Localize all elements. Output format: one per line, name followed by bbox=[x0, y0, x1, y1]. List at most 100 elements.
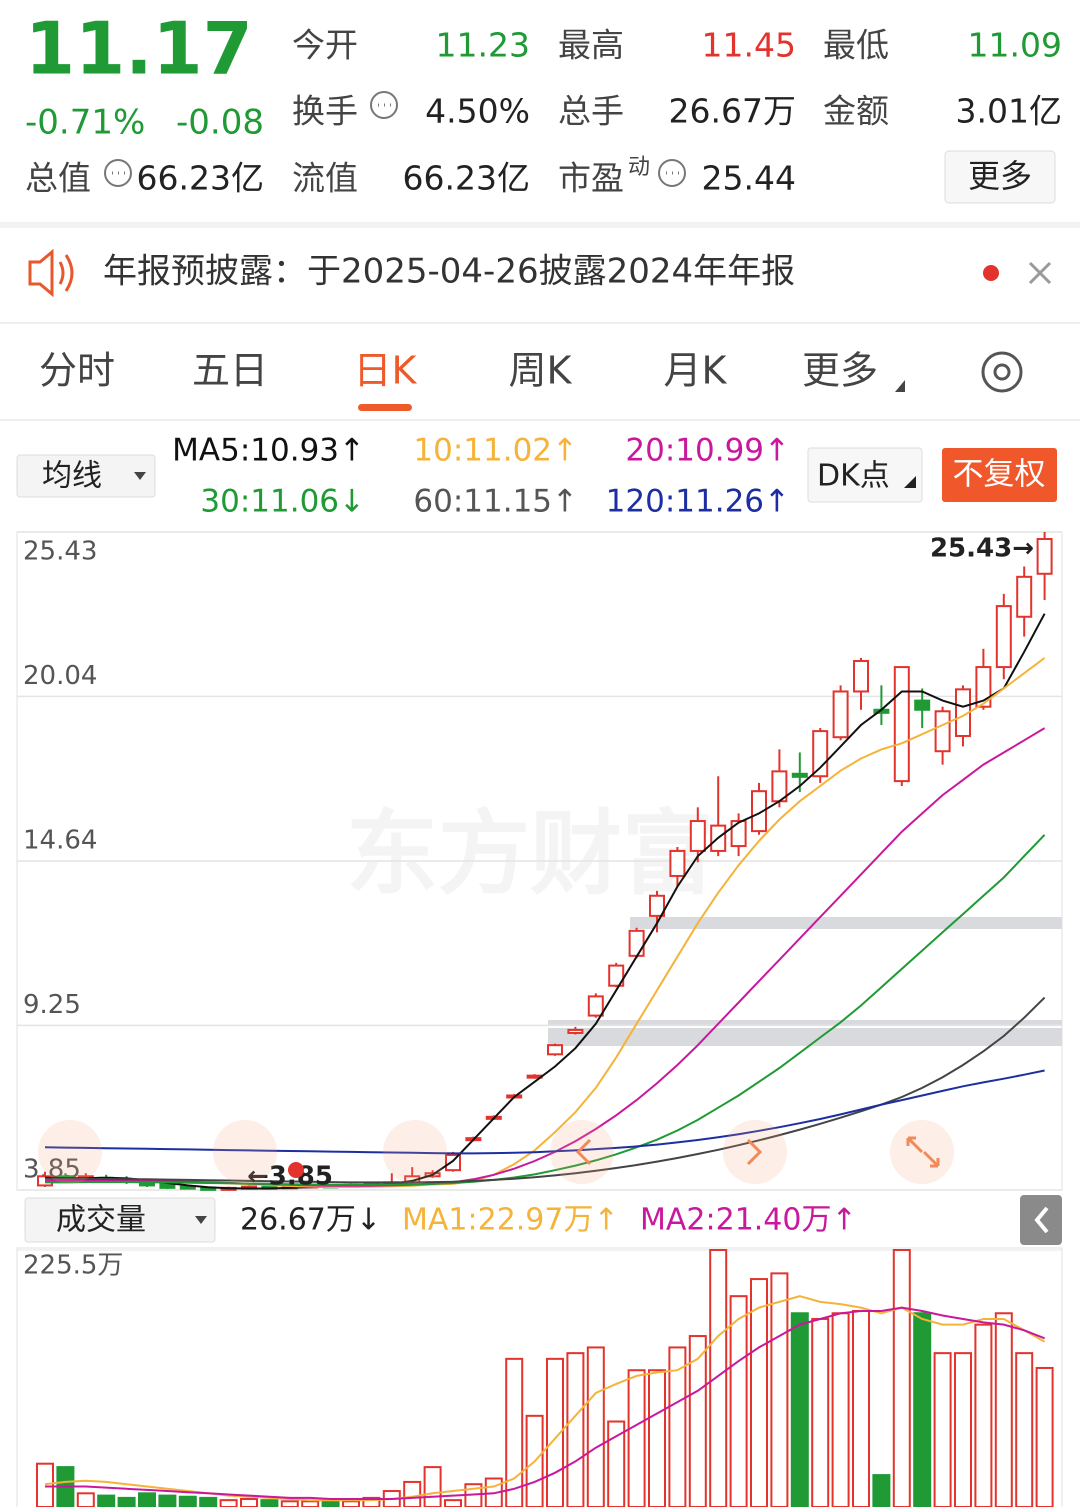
change-pct: -0.71% bbox=[25, 103, 145, 143]
volume-bar bbox=[301, 1500, 320, 1507]
candle-body bbox=[730, 820, 747, 848]
tab[interactable]: 分时 bbox=[39, 349, 115, 393]
volume-bar bbox=[342, 1500, 360, 1507]
field-value: 66.23亿 bbox=[137, 159, 264, 198]
chip-band bbox=[630, 917, 1062, 929]
volume-ma: MA2:21.40万↑ bbox=[640, 1203, 857, 1238]
tab-corner bbox=[895, 380, 905, 392]
candle-body bbox=[669, 849, 686, 877]
volume-bar bbox=[852, 1309, 870, 1507]
candle-body bbox=[649, 894, 665, 917]
tab[interactable]: 月K bbox=[664, 349, 728, 393]
notice[interactable]: 年报预披露：于2025-04-26披露2024年年报 bbox=[103, 252, 795, 292]
info-icon bbox=[104, 159, 132, 187]
ma-value: 60:11.15↑ bbox=[413, 484, 578, 520]
field-value: 3.01亿 bbox=[956, 92, 1062, 131]
field-value: 11.09 bbox=[968, 26, 1062, 65]
ma-value: 20:10.99↑ bbox=[625, 433, 790, 469]
ma-selector-label[interactable]: 均线 bbox=[42, 459, 102, 494]
volume-bar bbox=[790, 1312, 809, 1507]
more-button[interactable] bbox=[944, 150, 1056, 204]
settings-icon[interactable] bbox=[981, 351, 1023, 393]
volume-selector[interactable] bbox=[24, 1197, 216, 1243]
volume-bar bbox=[974, 1323, 993, 1507]
candle-body bbox=[1016, 575, 1033, 618]
overlay-button[interactable] bbox=[38, 1120, 102, 1184]
volume-bar bbox=[76, 1492, 95, 1507]
divider bbox=[0, 322, 1080, 324]
ma-value: 10:11.02↑ bbox=[413, 433, 578, 469]
candle-body bbox=[914, 699, 931, 711]
candle-body bbox=[995, 605, 1012, 669]
candle-body bbox=[179, 1185, 196, 1190]
tab-underline bbox=[358, 404, 412, 411]
ma-value: 30:11.06↓ bbox=[200, 484, 365, 520]
ma-selector[interactable] bbox=[16, 454, 156, 498]
volume-bar bbox=[199, 1496, 218, 1507]
dropdown-arrow bbox=[195, 1216, 207, 1224]
field-value: 26.67万 bbox=[669, 92, 796, 131]
field-label: 总手 bbox=[558, 92, 624, 131]
candle-body bbox=[934, 710, 951, 753]
collapse-icon bbox=[1034, 1206, 1049, 1234]
candle-body bbox=[791, 772, 808, 778]
volume-total: 26.67万↓ bbox=[240, 1203, 381, 1238]
volume-bar bbox=[954, 1352, 972, 1507]
divider bbox=[0, 222, 1080, 228]
field-value: 4.50% bbox=[425, 92, 530, 131]
volume-bar bbox=[933, 1352, 952, 1507]
candle-body bbox=[587, 995, 604, 1017]
field-label: 总值 bbox=[25, 159, 91, 198]
dk-label[interactable]: DK点 bbox=[817, 459, 890, 494]
overlay-button[interactable] bbox=[723, 1120, 787, 1184]
volume-bar bbox=[117, 1496, 136, 1507]
ma-value: MA5:10.93↑ bbox=[172, 433, 365, 469]
volume-bar bbox=[668, 1346, 687, 1507]
field-value: 66.23亿 bbox=[403, 159, 530, 198]
annotation: 25.43→ bbox=[930, 534, 1034, 564]
y-tick-label: 20.04 bbox=[23, 661, 97, 691]
volume-selector-label[interactable]: 成交量 bbox=[56, 1203, 146, 1238]
volume-bar bbox=[831, 1312, 850, 1507]
overlay-button[interactable] bbox=[213, 1120, 277, 1184]
volume-bar bbox=[994, 1312, 1013, 1507]
volume-bar bbox=[627, 1369, 646, 1507]
volume-bar bbox=[260, 1499, 279, 1507]
volume-bar bbox=[648, 1369, 666, 1507]
overlay-button[interactable] bbox=[550, 1120, 614, 1184]
field-label: 金额 bbox=[823, 92, 889, 131]
volume-bar bbox=[566, 1352, 585, 1507]
fq-button[interactable] bbox=[942, 448, 1057, 502]
field-label: 换手 bbox=[292, 92, 358, 131]
volume-bar bbox=[444, 1499, 462, 1507]
tab[interactable]: 日K bbox=[354, 349, 418, 393]
field-label: 最高 bbox=[558, 26, 624, 65]
tab[interactable]: 更多 bbox=[802, 349, 878, 393]
candle-body bbox=[547, 1044, 563, 1056]
ma-value: 120:11.26↑ bbox=[606, 484, 790, 520]
volume-bar bbox=[872, 1474, 891, 1507]
unread-dot bbox=[983, 265, 999, 281]
field-value: 11.45 bbox=[702, 26, 796, 65]
close-icon[interactable] bbox=[1028, 261, 1052, 285]
more-label[interactable]: 更多 bbox=[968, 157, 1032, 195]
speaker-icon bbox=[28, 248, 74, 298]
volume-bar bbox=[505, 1357, 524, 1507]
field-label: 最低 bbox=[823, 26, 889, 65]
tab[interactable]: 周K bbox=[509, 349, 573, 393]
candle-body bbox=[628, 929, 645, 957]
volume-bar bbox=[138, 1492, 156, 1507]
tab[interactable]: 五日 bbox=[192, 349, 268, 393]
ma-line bbox=[44, 1069, 1045, 1155]
marker-dot bbox=[288, 1162, 304, 1178]
chip-band bbox=[548, 1020, 1062, 1026]
candle-body bbox=[832, 690, 849, 739]
overlay-button[interactable] bbox=[383, 1120, 447, 1184]
y-tick-label: 225.5万 bbox=[23, 1251, 123, 1281]
volume-bar bbox=[729, 1295, 748, 1507]
candle-body bbox=[608, 964, 625, 987]
collapse-button[interactable] bbox=[1020, 1195, 1062, 1245]
dk-button[interactable] bbox=[807, 447, 923, 503]
candle-body bbox=[975, 666, 992, 708]
fq-label[interactable]: 不复权 bbox=[953, 457, 1046, 493]
